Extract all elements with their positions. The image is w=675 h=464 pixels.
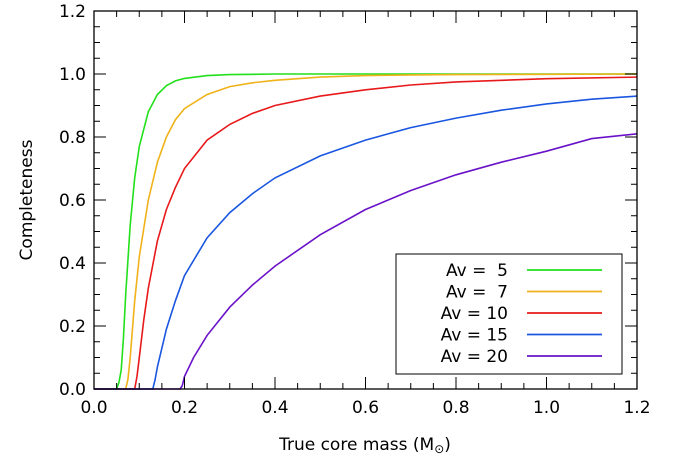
x-axis-title: True core mass (M⊙)	[278, 435, 451, 456]
legend-label: Av = 7	[446, 283, 508, 303]
legend-label: Av = 20	[441, 347, 508, 367]
legend-label: Av = 10	[441, 304, 508, 324]
x-tick-label: 0.0	[80, 398, 107, 418]
curves-layer	[94, 73, 638, 390]
solar-mass-symbol: ⊙	[434, 442, 444, 456]
y-ticks: 0.0 0.2 0.4 0.6 0.8 1.0 1.2	[59, 2, 637, 400]
x-tick-label: 0.4	[261, 398, 288, 418]
x-axis-title-close: )	[444, 435, 451, 455]
x-tick-label: 0.8	[442, 398, 469, 418]
y-tick-label: 0.4	[59, 254, 86, 274]
x-tick-label: 1.0	[533, 398, 560, 418]
series-line-4	[94, 133, 638, 390]
x-tick-label: 1.2	[623, 398, 650, 418]
y-tick-label: 1.2	[59, 2, 86, 22]
y-tick-label: 0.2	[59, 317, 86, 337]
y-tick-label: 0.6	[59, 191, 86, 211]
legend-label: Av = 5	[446, 261, 508, 281]
x-ticks: 0.0 0.2 0.4 0.6 0.8 1.0 1.2	[80, 11, 651, 418]
x-tick-label: 0.6	[352, 398, 379, 418]
y-tick-label: 1.0	[59, 65, 86, 85]
series-line-2	[94, 76, 638, 390]
x-tick-label: 0.2	[171, 398, 198, 418]
y-tick-label: 0.8	[59, 128, 86, 148]
y-tick-label: 0.0	[59, 380, 86, 400]
series-line-1	[94, 73, 638, 390]
legend-box	[395, 253, 623, 375]
series-line-3	[94, 95, 638, 390]
series-line-0	[94, 73, 637, 390]
y-axis-title: Completeness	[17, 139, 37, 260]
legend-label: Av = 15	[441, 326, 508, 346]
